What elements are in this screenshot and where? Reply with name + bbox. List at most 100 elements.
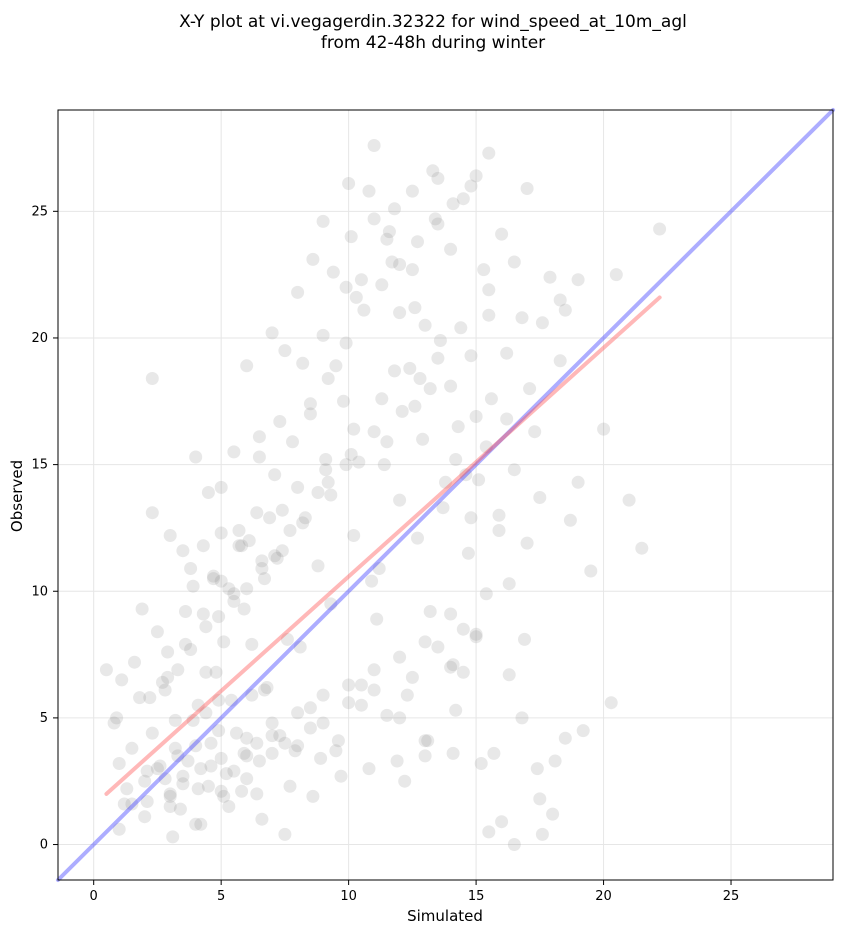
scatter-point <box>431 640 445 654</box>
scatter-point <box>408 399 422 413</box>
scatter-point <box>219 767 233 781</box>
scatter-point <box>357 303 371 317</box>
scatter-point <box>500 412 514 426</box>
scatter-point <box>388 364 401 378</box>
scatter-point <box>461 546 475 560</box>
scatter-point <box>222 800 236 813</box>
y-axis-ticks: 0 5 10 15 20 25 <box>31 204 58 853</box>
scatter-point <box>265 729 279 743</box>
scatter-point <box>375 278 389 292</box>
scatter-point <box>303 397 317 411</box>
scatter-point <box>576 724 590 738</box>
scatter-point <box>265 716 279 730</box>
scatter-point <box>191 782 205 796</box>
scatter-point <box>431 217 445 231</box>
scatter-point <box>296 356 310 370</box>
scatter-point <box>393 493 407 507</box>
scatter-point <box>416 432 430 446</box>
scatter-point <box>273 729 287 743</box>
scatter-point <box>184 562 198 575</box>
scatter-point <box>533 792 547 806</box>
scatter-point <box>230 726 243 740</box>
scatter-point <box>446 197 460 211</box>
identity-line <box>56 108 835 882</box>
scatter-point <box>291 480 305 494</box>
scatter-point <box>477 263 491 277</box>
scatter-point <box>459 468 473 482</box>
scatter-point <box>492 524 506 537</box>
scatter-point <box>584 564 598 578</box>
scatter-point <box>158 683 172 697</box>
scatter-point <box>245 688 259 702</box>
scatter-point <box>283 524 297 537</box>
scatter-point <box>449 453 463 466</box>
scatter-point <box>240 582 254 596</box>
scatter-point <box>500 346 514 360</box>
scatter-point <box>138 774 152 788</box>
scatter-point <box>120 782 134 796</box>
scatter-point <box>260 681 274 694</box>
scatter-point <box>428 212 442 226</box>
scatter-point <box>232 539 246 553</box>
scatter-point <box>365 574 379 588</box>
scatter-point <box>487 746 501 760</box>
scatter-point <box>163 789 177 803</box>
y-tick-label: 5 <box>40 711 48 726</box>
scatter-point <box>314 751 328 765</box>
scatter-point <box>199 620 213 634</box>
scatter-point <box>258 683 271 697</box>
scatter-point <box>337 394 350 408</box>
scatter-point <box>426 164 440 178</box>
scatter-point <box>354 698 368 712</box>
scatter-point <box>166 830 180 844</box>
x-tick-label: 5 <box>217 889 225 904</box>
scatter-point <box>222 582 236 596</box>
scatter-point <box>145 372 159 385</box>
scatter-point <box>571 475 585 489</box>
scatter-point <box>321 372 335 385</box>
scatter-point <box>362 762 376 776</box>
scatter-point <box>495 227 509 241</box>
scatter-point <box>653 222 667 236</box>
x-tick-label: 25 <box>723 889 740 904</box>
scatter-point <box>449 703 463 717</box>
scatter-point <box>474 757 488 770</box>
scatter-point <box>240 772 254 786</box>
scatter-point <box>145 506 159 520</box>
scatter-point <box>533 491 547 504</box>
scatter-point <box>431 171 445 185</box>
scatter-point <box>367 212 381 226</box>
scatter-point <box>423 382 437 396</box>
scatter-point <box>311 559 325 573</box>
scatter-point <box>135 602 149 616</box>
scatter-point <box>393 306 407 320</box>
scatter-point <box>199 706 213 720</box>
scatter-point <box>181 754 195 768</box>
scatter-point <box>252 430 266 444</box>
scatter-point <box>99 663 113 677</box>
scatter-point <box>143 691 157 705</box>
scatter-point <box>268 549 282 563</box>
scatter-point <box>316 716 330 730</box>
scatter-point <box>339 458 353 472</box>
scatter-point <box>227 445 241 459</box>
scatter-point <box>543 270 557 284</box>
scatter-point <box>265 326 279 340</box>
scatter-point <box>156 675 169 689</box>
scatter-point <box>321 475 335 489</box>
regression-line <box>104 295 662 796</box>
scatter-point <box>204 759 218 773</box>
scatter-point <box>405 263 419 277</box>
scatter-point <box>400 688 414 702</box>
scatter-point <box>439 475 452 489</box>
x-tick-label: 0 <box>90 889 98 904</box>
scatter-point <box>235 539 249 553</box>
scatter-point <box>431 351 445 365</box>
scatter-point <box>258 572 271 586</box>
scatter-point <box>635 541 649 555</box>
scatter-point <box>194 762 208 776</box>
scatter-point <box>232 524 246 537</box>
scatter-point <box>240 731 254 745</box>
scatter-point <box>237 602 251 616</box>
